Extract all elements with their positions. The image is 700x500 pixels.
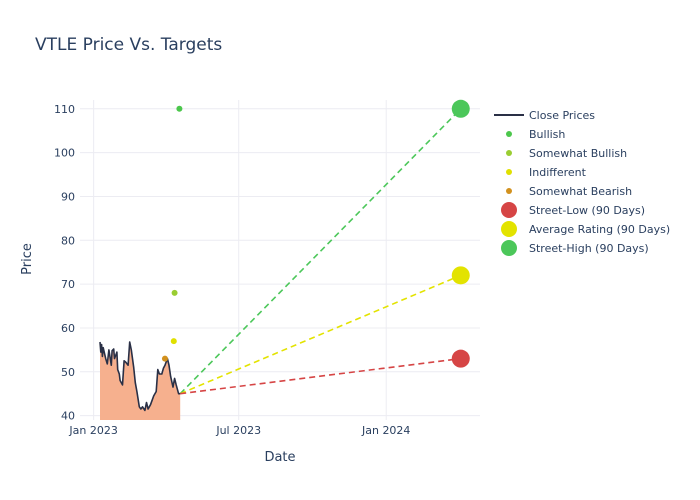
rating-markers bbox=[161, 99, 470, 368]
street-low-projection bbox=[180, 357, 461, 395]
legend-item[interactable]: Somewhat Bullish bbox=[506, 147, 627, 160]
close-price-line bbox=[99, 341, 181, 412]
y-tick-label: 40 bbox=[61, 410, 75, 423]
x-tick-label: Jan 2023 bbox=[68, 424, 117, 437]
close-price-area bbox=[100, 342, 181, 420]
legend-item[interactable]: Street-High (90 Days) bbox=[501, 240, 649, 256]
grid-lines bbox=[80, 100, 480, 420]
bullish-rating-point bbox=[176, 105, 183, 112]
close-price-fill bbox=[100, 342, 181, 420]
legend-label: Somewhat Bullish bbox=[529, 147, 627, 160]
legend-label: Close Prices bbox=[529, 109, 595, 122]
y-axis-title: Price bbox=[20, 243, 35, 275]
legend-dot-swatch bbox=[506, 188, 512, 194]
x-tick-label: Jul 2023 bbox=[215, 424, 261, 437]
legend-label: Bullish bbox=[529, 128, 565, 141]
somewhat-bearish-rating-point bbox=[161, 355, 168, 362]
legend-label: Average Rating (90 Days) bbox=[529, 223, 670, 236]
legend-item[interactable]: Street-Low (90 Days) bbox=[501, 202, 645, 218]
y-tick-label: 110 bbox=[54, 103, 75, 116]
street-low-marker bbox=[451, 349, 470, 368]
average-rating-marker bbox=[451, 266, 470, 285]
street-high-projection bbox=[179, 108, 462, 395]
legend-dot-swatch bbox=[501, 202, 517, 218]
legend-item[interactable]: Somewhat Bearish bbox=[506, 185, 632, 198]
legend-label: Street-High (90 Days) bbox=[529, 242, 649, 255]
y-tick-label: 50 bbox=[61, 366, 75, 379]
close-price-line-group bbox=[99, 341, 181, 412]
y-tick-label: 100 bbox=[54, 147, 75, 160]
somewhat-bullish-rating-point bbox=[171, 289, 178, 296]
average-projection bbox=[179, 274, 462, 395]
legend-dot-swatch bbox=[501, 221, 517, 237]
legend-item[interactable]: Average Rating (90 Days) bbox=[501, 221, 670, 237]
legend-dot-swatch bbox=[506, 131, 512, 137]
legend-dot-swatch bbox=[506, 150, 512, 156]
legend-dot-swatch bbox=[501, 240, 517, 256]
axis-ticks: 40 50 60 70 80 90 100 110 Jan 2023 Jul 2023 Jan 20… bbox=[54, 103, 410, 437]
x-axis-title: Date bbox=[264, 450, 295, 465]
legend-item[interactable]: Indifferent bbox=[506, 166, 587, 179]
legend-label: Street-Low (90 Days) bbox=[529, 204, 645, 217]
x-tick-label: Jan 2024 bbox=[361, 424, 410, 437]
y-tick-label: 70 bbox=[61, 278, 75, 291]
y-tick-label: 60 bbox=[61, 322, 75, 335]
y-tick-label: 90 bbox=[61, 190, 75, 203]
target-projections bbox=[179, 108, 462, 395]
legend-item[interactable]: Close Prices bbox=[494, 109, 595, 122]
street-high-marker bbox=[451, 99, 470, 118]
legend[interactable]: Close Prices Bullish Somewhat Bullish Indif… bbox=[494, 109, 670, 256]
legend-dot-swatch bbox=[506, 169, 512, 175]
legend-label: Somewhat Bearish bbox=[529, 185, 632, 198]
legend-label: Indifferent bbox=[529, 166, 587, 179]
indifferent-rating-point bbox=[170, 338, 177, 345]
legend-item[interactable]: Bullish bbox=[506, 128, 565, 141]
chart-title: VTLE Price Vs. Targets bbox=[35, 35, 222, 55]
y-tick-label: 80 bbox=[61, 234, 75, 247]
